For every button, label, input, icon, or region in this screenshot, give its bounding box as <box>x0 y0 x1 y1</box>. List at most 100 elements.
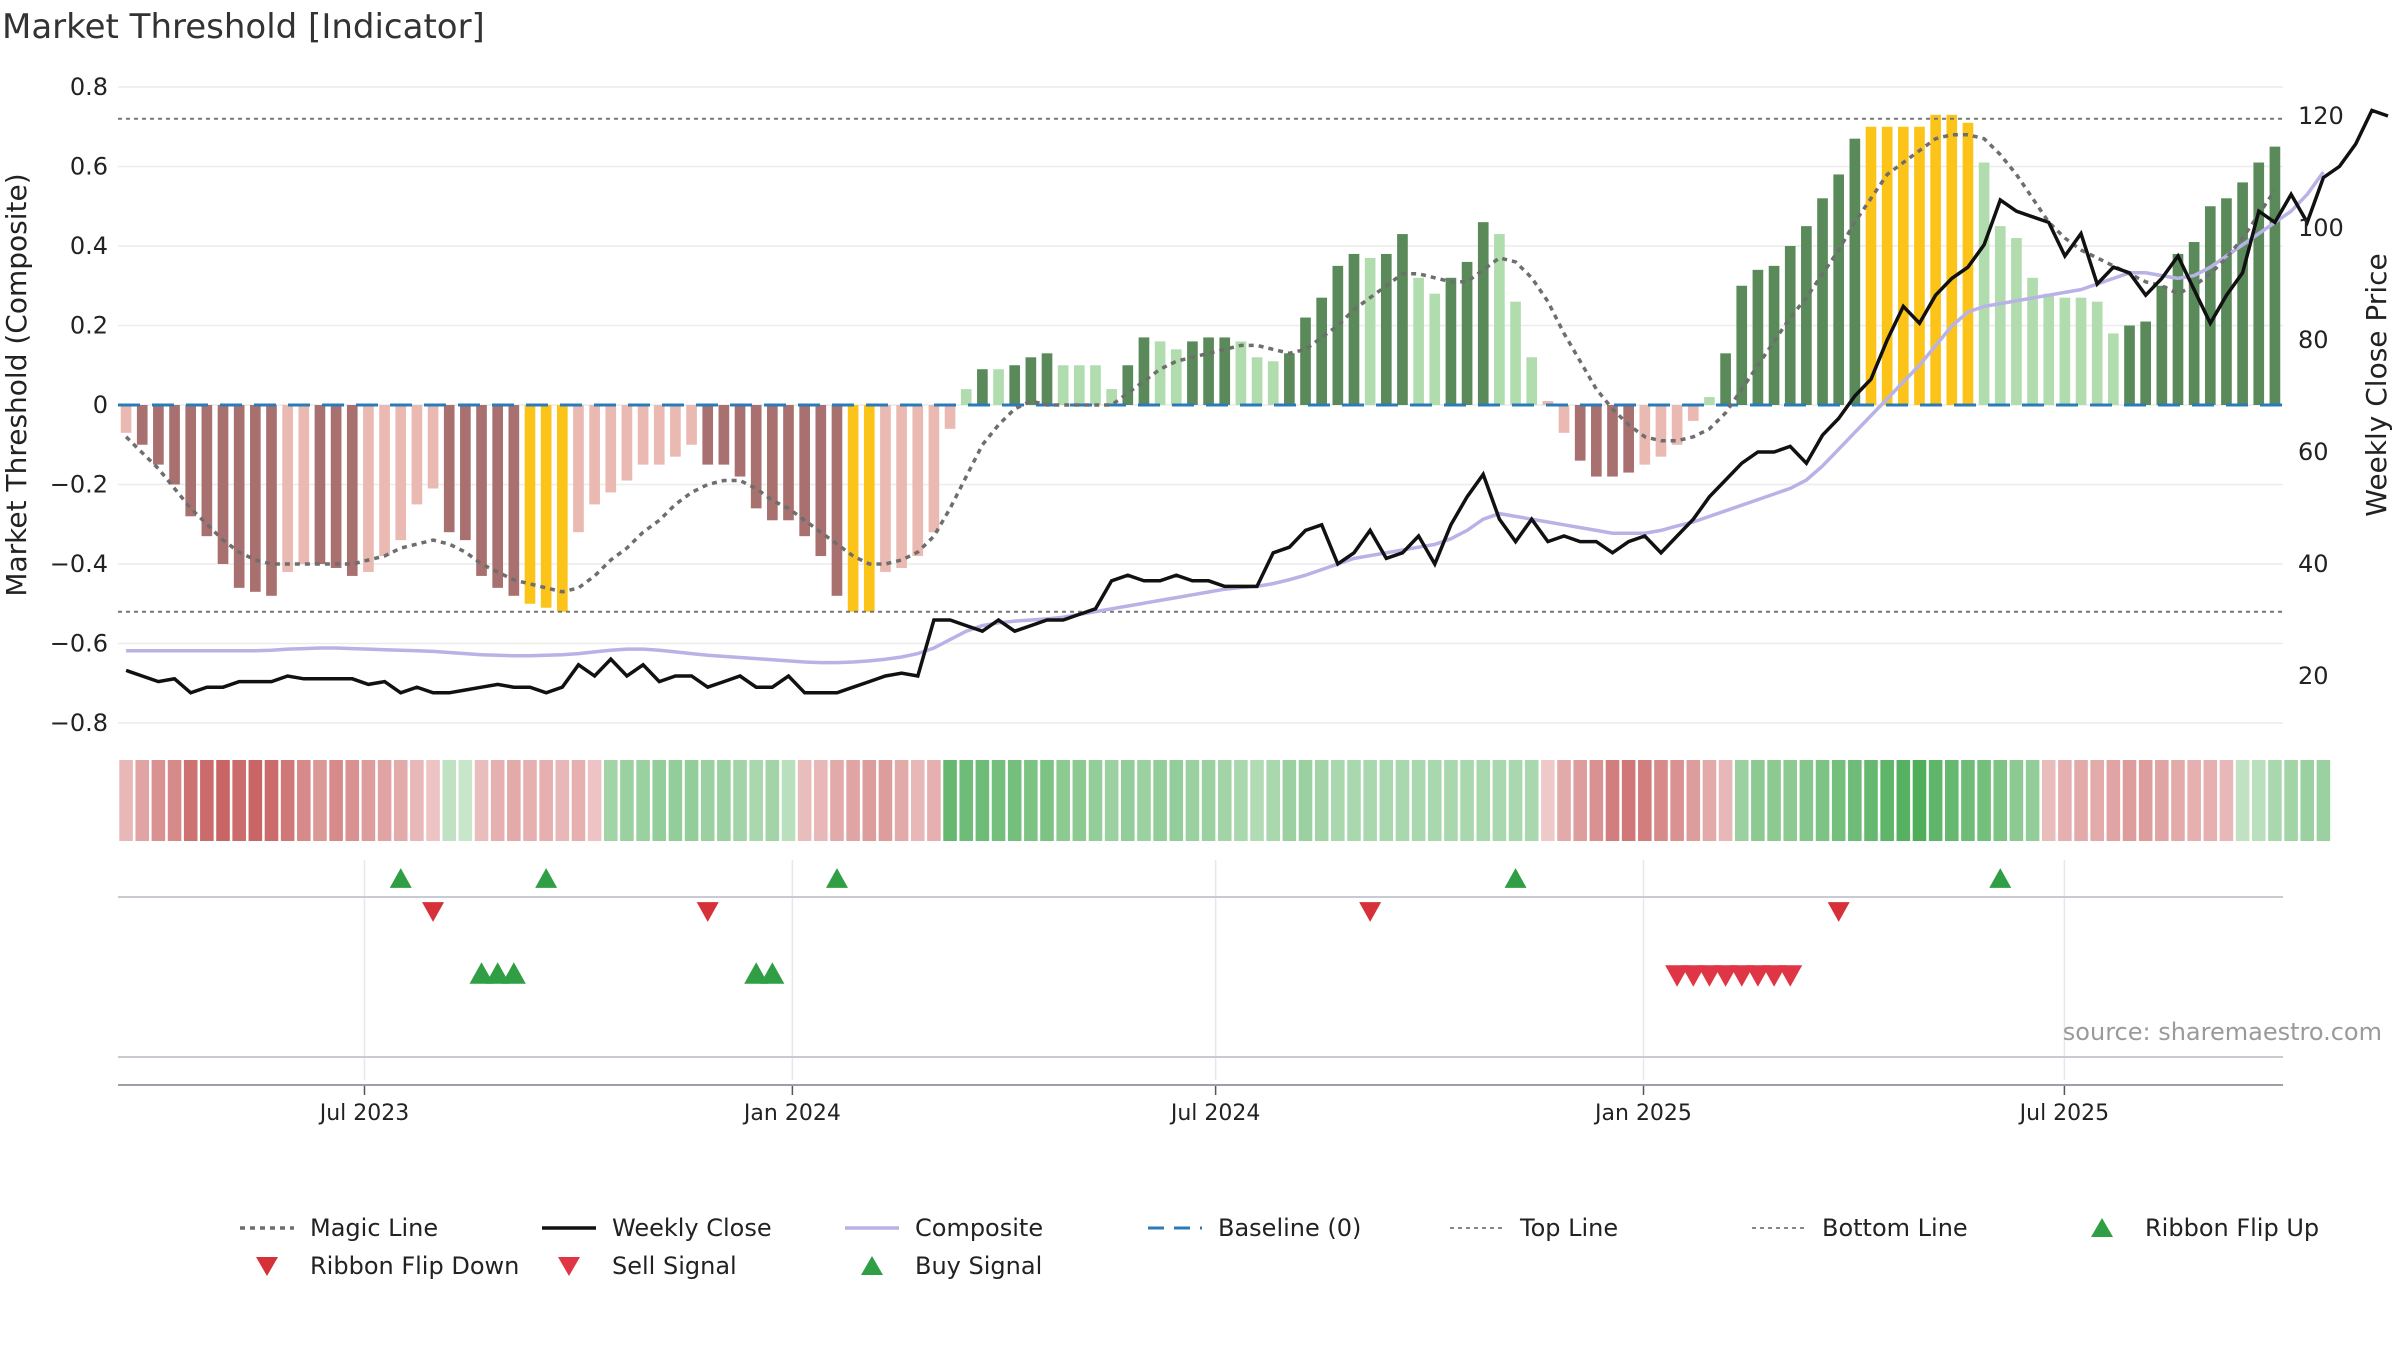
composite-bar <box>2269 146 2281 405</box>
ribbon-flip-up-marker <box>1504 868 1527 888</box>
ribbon-cell <box>991 760 1006 841</box>
ribbon-cell <box>1573 760 1587 841</box>
sell-signal-marker <box>1778 965 1803 987</box>
ribbon-cell <box>2203 760 2218 841</box>
composite-bar <box>2075 297 2087 405</box>
ribbon-cell <box>523 760 537 841</box>
composite-bar <box>282 405 293 572</box>
ribbon-cell <box>361 760 376 841</box>
composite-bar <box>1251 357 1263 405</box>
composite-bar <box>1235 341 1247 405</box>
ribbon-cell <box>1524 760 1539 841</box>
ribbon-cell <box>539 760 553 841</box>
legend-label: Ribbon Flip Down <box>310 1252 519 1280</box>
composite-bar <box>1817 198 1828 405</box>
ribbon-cell <box>1945 760 1959 841</box>
composite-bar <box>1655 405 1667 457</box>
legend-label: Ribbon Flip Up <box>2145 1214 2319 1242</box>
magic-line <box>124 132 2277 594</box>
right-tick-label: 120 <box>2298 102 2344 130</box>
left-tick-label: 0.8 <box>70 73 108 101</box>
ribbon-cell <box>1638 760 1652 841</box>
composite-bar <box>1203 337 1214 405</box>
composite-bar <box>2043 293 2055 405</box>
ribbon-cell <box>2025 760 2040 841</box>
composite-bar <box>2188 242 2200 405</box>
ribbon-cell <box>1169 760 1184 841</box>
ribbon-cell <box>1137 760 1151 841</box>
composite-bar <box>1041 353 1053 405</box>
composite-bar <box>944 405 956 429</box>
composite-bar <box>1445 277 1457 405</box>
composite-line <box>126 170 2325 665</box>
ribbon-cell <box>1896 760 1911 841</box>
composite-bar <box>1704 397 1715 405</box>
ribbon-cell <box>1928 760 1943 841</box>
ribbon-cell <box>1088 760 1103 841</box>
ribbon-cell <box>830 760 844 841</box>
composite-bar <box>1057 365 1069 405</box>
ribbon-cell <box>2268 760 2282 841</box>
left-tick-label: −0.4 <box>50 550 108 578</box>
ribbon-cell <box>2122 760 2137 841</box>
ribbon-cell <box>1767 760 1781 841</box>
ribbon-cell <box>1993 760 2008 841</box>
ribbon-cell <box>781 760 796 841</box>
composite-bar <box>1510 301 1521 405</box>
composite-bar <box>1332 265 1344 405</box>
composite-bar <box>993 369 1004 405</box>
composite-bar <box>136 405 148 445</box>
grid-lines <box>118 86 2283 1080</box>
ribbon-cell <box>200 760 214 841</box>
composite-bar <box>540 405 552 608</box>
composite-bar <box>1784 246 1796 405</box>
date-tick-label: Jan 2025 <box>1593 1101 1692 1126</box>
legend-item: Ribbon Flip Down <box>256 1252 519 1280</box>
composite-bar <box>1914 126 1925 405</box>
ribbon-cell <box>410 760 424 841</box>
ribbon-cell <box>555 760 570 841</box>
composite-bar <box>783 405 794 521</box>
legend-item: Ribbon Flip Up <box>2091 1214 2319 1242</box>
ribbon-cell <box>1185 760 1200 841</box>
ribbon-cell <box>700 760 715 841</box>
ribbon-cell <box>571 760 586 841</box>
ribbon-cell <box>1654 760 1668 841</box>
ribbon-cell <box>2251 760 2266 841</box>
left-tick-label: −0.2 <box>50 471 108 499</box>
composite-bar <box>1025 357 1037 405</box>
left-tick-label: 0.6 <box>70 153 108 181</box>
composite-bar <box>1219 337 1231 405</box>
ribbon-cell <box>1217 760 1232 841</box>
composite-bar <box>217 405 229 564</box>
legend-label: Weekly Close <box>612 1214 772 1242</box>
ribbon-cell <box>1072 760 1087 841</box>
composite-bar <box>411 405 423 505</box>
right-tick-label: 20 <box>2298 662 2329 690</box>
composite-bar <box>1461 261 1473 405</box>
ribbon-cell <box>264 760 279 841</box>
ribbon-cell <box>2058 760 2072 841</box>
composite-bar <box>734 405 746 477</box>
ribbon-cell <box>894 760 909 841</box>
legend-label: Magic Line <box>310 1214 438 1242</box>
composite-bar <box>1526 357 1538 405</box>
composite-bar <box>1897 126 1909 405</box>
composite-bar <box>2172 253 2184 405</box>
ribbon-cell <box>717 760 731 841</box>
ribbon-flip-down-marker <box>1359 902 1382 922</box>
ribbon-cell <box>1541 760 1555 841</box>
composite-bar <box>2253 162 2265 405</box>
composite-bar <box>1962 122 1974 406</box>
composite-bar <box>2011 238 2022 405</box>
legend-item: Buy Signal <box>861 1252 1042 1280</box>
composite-bar <box>686 405 697 445</box>
date-tick-label: Jul 2025 <box>2018 1101 2110 1126</box>
ribbon-cell <box>1444 760 1458 841</box>
ribbon-cell <box>1815 760 1830 841</box>
composite-bar <box>2059 297 2071 405</box>
composite-bar <box>1623 405 1634 473</box>
signal-rows <box>118 868 2283 1058</box>
weekly-close-line <box>125 108 2389 695</box>
ribbon-cell <box>1314 760 1329 841</box>
